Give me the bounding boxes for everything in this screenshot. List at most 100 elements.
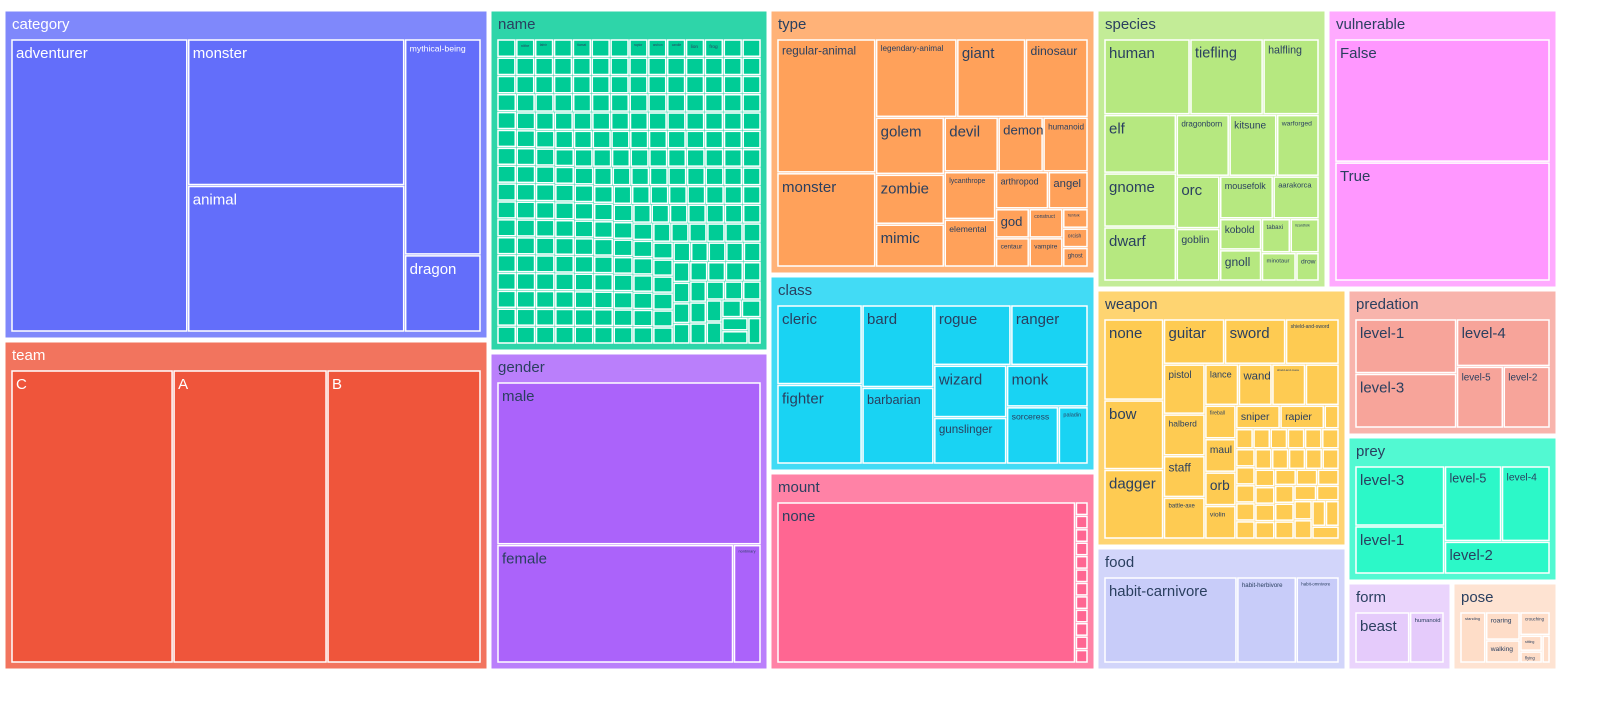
cell-rect[interactable]: [726, 242, 744, 262]
treemap-cell[interactable]: [555, 130, 574, 149]
treemap-cell[interactable]: [574, 202, 594, 220]
cell-rect[interactable]: [574, 167, 594, 185]
cell-rect[interactable]: [593, 185, 613, 203]
cell-rect[interactable]: [1296, 469, 1318, 486]
treemap-cell-hoodoll[interactable]: [591, 39, 610, 57]
cell-rect[interactable]: [574, 238, 594, 256]
cell-rect[interactable]: [1255, 504, 1275, 522]
cell-rect[interactable]: [1255, 449, 1272, 470]
cell-rect[interactable]: [1205, 405, 1236, 439]
treemap-cell[interactable]: [667, 93, 686, 112]
treemap-cell[interactable]: [613, 326, 633, 344]
cell-rect[interactable]: [1294, 500, 1312, 520]
treemap-cell-monk[interactable]: monk: [1006, 365, 1088, 407]
cell-rect[interactable]: [648, 130, 668, 149]
cell-rect[interactable]: [742, 57, 761, 76]
cell-rect[interactable]: [516, 75, 535, 94]
treemap-cell-lance[interactable]: lance: [1205, 364, 1239, 406]
cell-rect[interactable]: [722, 331, 748, 344]
treemap-cell[interactable]: [1324, 405, 1339, 429]
treemap-cell[interactable]: [613, 291, 633, 309]
treemap-cell[interactable]: [1274, 521, 1294, 539]
treemap-cell-pistol[interactable]: pistol: [1163, 364, 1205, 414]
treemap-cell[interactable]: [555, 148, 574, 167]
cell-rect[interactable]: [497, 93, 516, 112]
treemap-cell[interactable]: [1325, 500, 1339, 526]
cell-rect[interactable]: [497, 290, 516, 308]
treemap-cell[interactable]: [723, 57, 742, 76]
treemap-cell-shield-and-sword[interactable]: shield-and-sword: [1285, 319, 1339, 364]
cell-rect[interactable]: [535, 130, 555, 148]
treemap-cell-violin[interactable]: violin: [1205, 505, 1236, 539]
cell-rect[interactable]: [1312, 500, 1326, 526]
cell-rect[interactable]: [630, 148, 649, 167]
cell-rect[interactable]: [555, 255, 574, 273]
cell-rect[interactable]: [944, 117, 998, 172]
treemap-cell[interactable]: [673, 323, 690, 344]
cell-rect[interactable]: [934, 305, 1011, 366]
cell-rect[interactable]: [1485, 640, 1520, 663]
cell-rect[interactable]: [1274, 503, 1294, 521]
treemap-cell[interactable]: [1316, 485, 1339, 501]
treemap-cell[interactable]: [648, 57, 667, 76]
treemap-cell[interactable]: [555, 166, 574, 184]
cell-rect[interactable]: [704, 57, 724, 76]
treemap-cell[interactable]: [535, 326, 555, 344]
treemap-cell[interactable]: [630, 148, 649, 167]
treemap-cell[interactable]: [573, 112, 592, 131]
cell-rect[interactable]: [593, 309, 613, 327]
cell-rect[interactable]: [742, 204, 761, 223]
treemap-cell[interactable]: [1255, 486, 1275, 504]
treemap-cell-humanoid[interactable]: humanoid: [1043, 117, 1088, 172]
treemap-cell-kobold[interactable]: kobold: [1219, 219, 1262, 250]
treemap-cell[interactable]: [725, 223, 743, 242]
cell-rect[interactable]: [629, 39, 648, 57]
cell-rect[interactable]: [572, 93, 592, 112]
cell-rect[interactable]: [777, 502, 1076, 663]
cell-rect[interactable]: [555, 148, 574, 167]
cell-rect[interactable]: [633, 204, 651, 223]
cell-rect[interactable]: [1236, 467, 1255, 485]
cell-rect[interactable]: [724, 204, 743, 223]
treemap-cell-female[interactable]: female: [497, 544, 734, 663]
treemap-cell[interactable]: [686, 130, 705, 149]
cell-rect[interactable]: [1190, 39, 1263, 115]
treemap-cell[interactable]: [516, 112, 536, 130]
cell-rect[interactable]: [1205, 364, 1239, 406]
treemap-cell[interactable]: [593, 326, 613, 344]
cell-rect[interactable]: [707, 223, 725, 242]
cell-rect[interactable]: [516, 290, 536, 309]
cell-rect[interactable]: [742, 112, 761, 131]
cell-rect[interactable]: [1075, 582, 1088, 596]
cell-rect[interactable]: [1006, 407, 1059, 464]
cell-rect[interactable]: [1163, 456, 1205, 498]
cell-rect[interactable]: [592, 112, 611, 131]
treemap-cell[interactable]: [1075, 529, 1088, 542]
cell-rect[interactable]: [574, 308, 594, 327]
cell-rect[interactable]: [630, 130, 649, 149]
treemap-cell[interactable]: [650, 185, 669, 205]
cell-rect[interactable]: [1274, 521, 1294, 539]
treemap-cell[interactable]: [706, 322, 722, 344]
treemap-cell[interactable]: [555, 326, 574, 344]
cell-rect[interactable]: [705, 185, 724, 205]
treemap-cell[interactable]: [593, 291, 613, 309]
cell-rect[interactable]: [1058, 407, 1088, 464]
treemap-cell[interactable]: [497, 165, 516, 183]
cell-rect[interactable]: [613, 221, 633, 239]
treemap-cell-flying[interactable]: flying: [1520, 651, 1542, 663]
cell-rect[interactable]: [535, 290, 555, 309]
cell-rect[interactable]: [1236, 521, 1255, 539]
cell-rect[interactable]: [593, 167, 613, 186]
cell-rect[interactable]: [1355, 526, 1445, 574]
cell-rect[interactable]: [725, 262, 743, 281]
cell-rect[interactable]: [188, 185, 405, 332]
treemap-cell-level-2[interactable]: level-2: [1503, 366, 1550, 428]
treemap-cell[interactable]: [1274, 503, 1294, 521]
treemap-cell-abeloth[interactable]: [610, 39, 629, 57]
cell-rect[interactable]: [497, 57, 516, 76]
treemap-cell[interactable]: [1236, 428, 1253, 449]
treemap-cell-goblin[interactable]: goblin: [1176, 228, 1220, 281]
treemap-cell[interactable]: [668, 185, 687, 205]
treemap-cell[interactable]: [673, 262, 690, 283]
